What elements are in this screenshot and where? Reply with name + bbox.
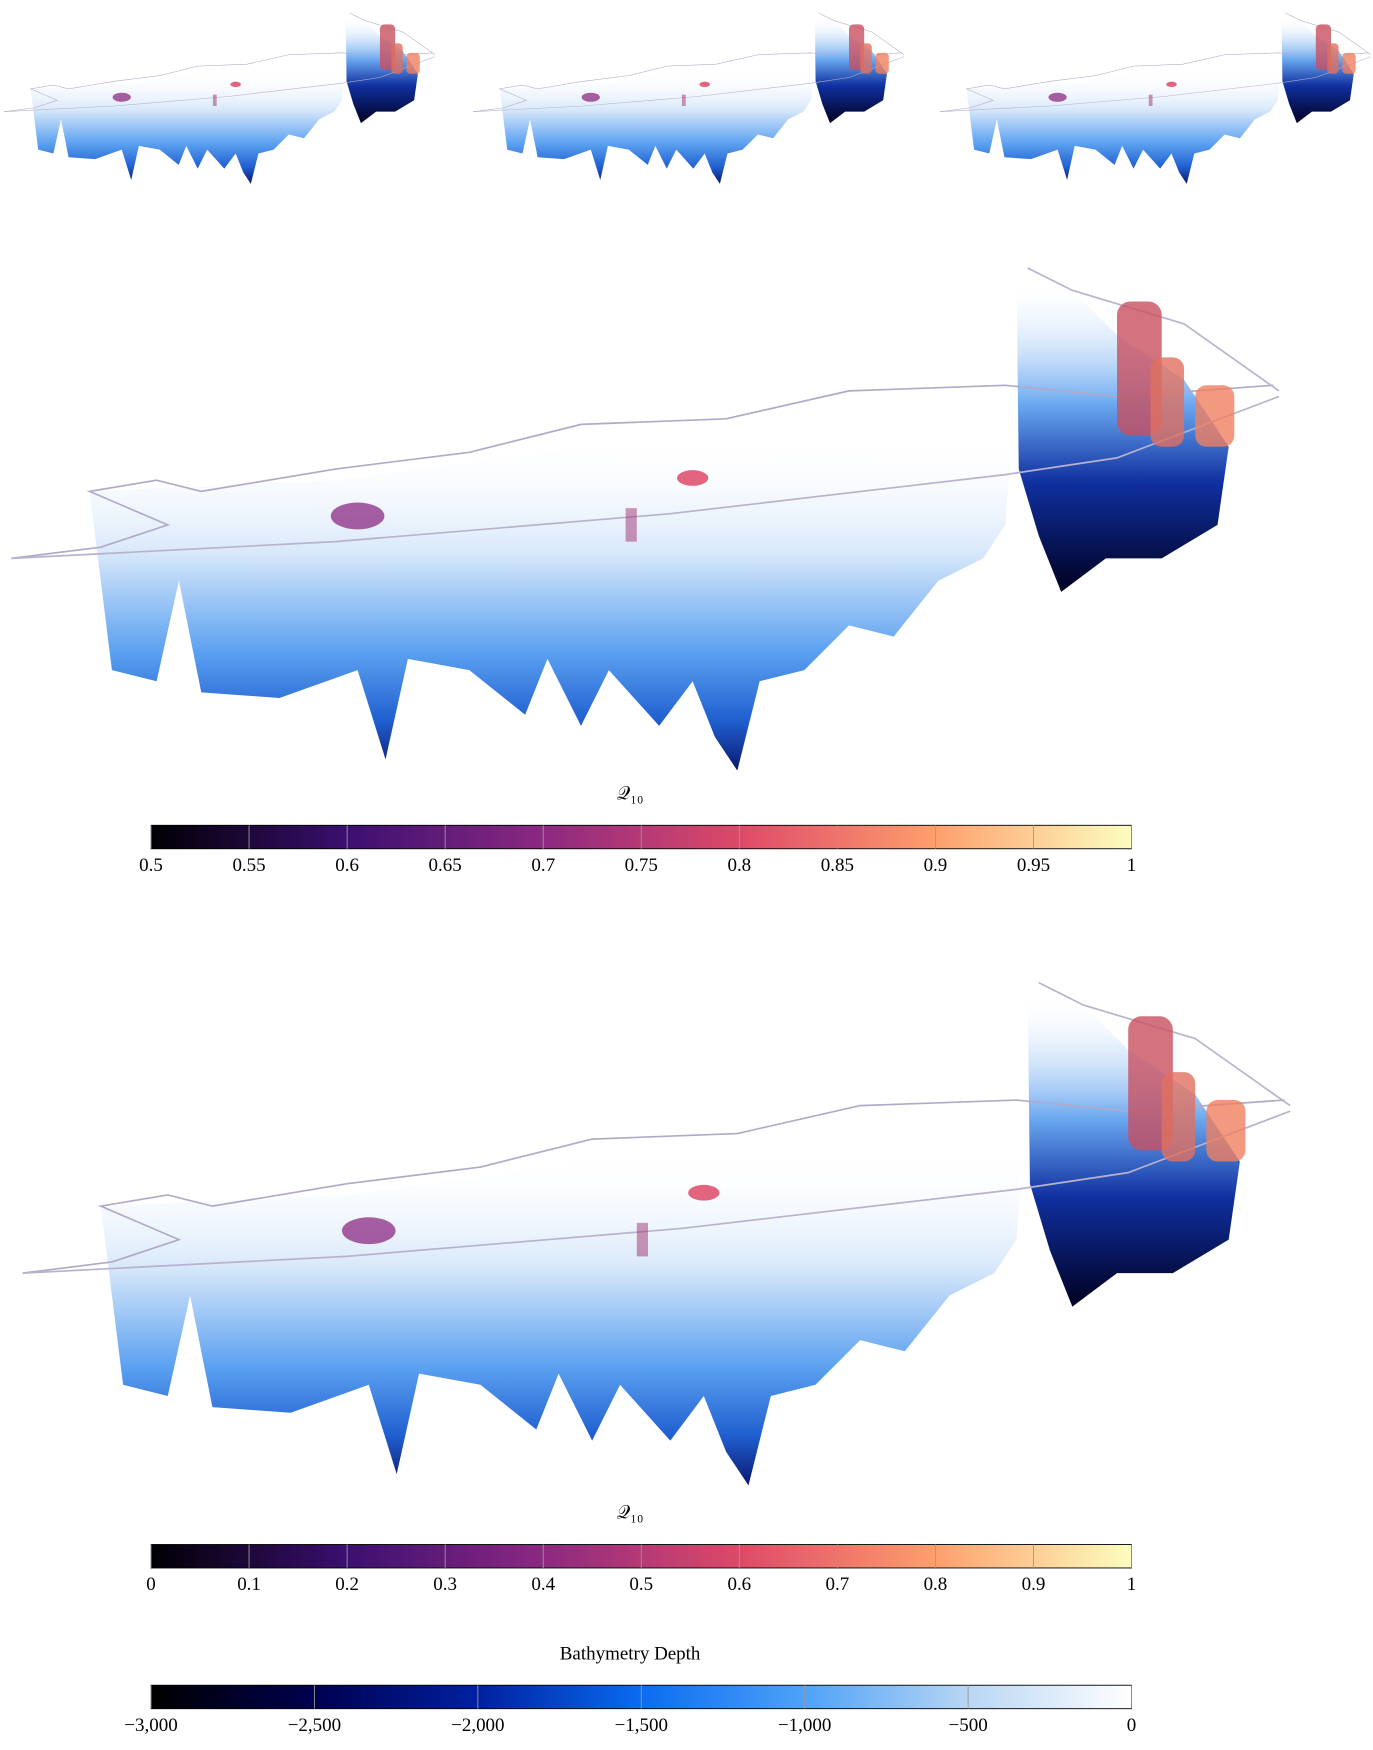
tick-label: 1 bbox=[1127, 1574, 1136, 1595]
tick-label: 0 bbox=[146, 1574, 155, 1595]
tick-label: 0.8 bbox=[924, 1574, 948, 1595]
tick-label: 0.6 bbox=[335, 855, 359, 876]
thumbnail-render bbox=[473, 13, 904, 184]
tick-label: −2,500 bbox=[288, 1715, 341, 1736]
tick-label: 0.2 bbox=[335, 1574, 359, 1595]
colorbar-title: 𝒬₁₀ bbox=[617, 784, 644, 805]
tick-label: 0.7 bbox=[826, 1574, 850, 1595]
tick-label: 0.7 bbox=[531, 855, 555, 876]
thumbnail-render bbox=[940, 13, 1371, 184]
tick-label: 0.9 bbox=[924, 855, 948, 876]
tick-label: 0.9 bbox=[1022, 1574, 1046, 1595]
main-render bbox=[11, 268, 1279, 771]
tick-label: 0.5 bbox=[139, 855, 163, 876]
figure: 𝒬₁₀ 0.5 0.55 0.6 0.65 0.7 0.75 0.8 0.85 0.9 0.95 1 𝒬… bbox=[0, 0, 1373, 1750]
tick-label: −1,500 bbox=[615, 1715, 668, 1736]
tick-label: 0.6 bbox=[727, 1574, 751, 1595]
tick-label: −500 bbox=[949, 1715, 988, 1736]
tick-label: 0.85 bbox=[821, 855, 854, 876]
tick-label: −1,000 bbox=[778, 1715, 831, 1736]
colorbar-title: 𝒬₁₀ bbox=[617, 1503, 644, 1524]
tick-label: 0.95 bbox=[1017, 855, 1050, 876]
tick-label: 0.8 bbox=[727, 855, 751, 876]
tick-label: 0.5 bbox=[629, 1574, 653, 1595]
uncertainty-render bbox=[23, 983, 1291, 1486]
tick-label: −3,000 bbox=[124, 1715, 177, 1736]
thumbnails bbox=[4, 13, 1371, 184]
tick-label: 1 bbox=[1127, 855, 1136, 876]
tick-label: 0.1 bbox=[237, 1574, 261, 1595]
tick-label: 0 bbox=[1127, 1715, 1136, 1736]
tick-label: 0.4 bbox=[531, 1574, 555, 1595]
tick-label: 0.3 bbox=[433, 1574, 457, 1595]
colorbar-title: Bathymetry Depth bbox=[560, 1643, 701, 1664]
tick-label: 0.75 bbox=[625, 855, 658, 876]
thumbnail-render bbox=[4, 13, 435, 184]
tick-label: 0.55 bbox=[232, 855, 265, 876]
tick-label: −2,000 bbox=[451, 1715, 504, 1736]
page: 𝒬₁₀ 0.5 0.55 0.6 0.65 0.7 0.75 0.8 0.85 0.9 0.95 1 𝒬… bbox=[0, 0, 1373, 1750]
tick-label: 0.65 bbox=[429, 855, 462, 876]
